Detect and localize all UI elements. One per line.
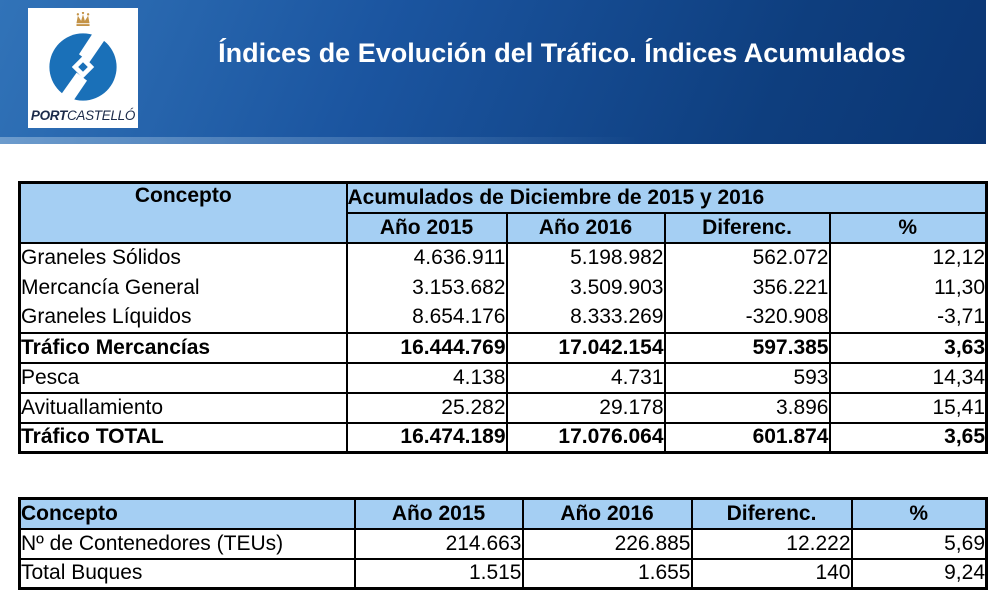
cell-ano2015: 4.636.911 — [345, 242, 508, 273]
col-header-ano2015: Año 2015 — [345, 211, 508, 244]
cell-pct: 12,12 — [828, 242, 988, 273]
cell-ano2016: 8.333.269 — [505, 302, 666, 333]
cell-ano2015: 214.663 — [353, 527, 524, 560]
col-header-concepto: Concepto — [18, 497, 356, 530]
cell-ano2016: 17.042.154 — [505, 331, 666, 364]
table-subheader-row: Año 2015 Año 2016 Diferenc. % — [20, 211, 988, 244]
port-emblem-icon — [49, 28, 117, 106]
cell-ano2015: 1.515 — [353, 557, 524, 590]
page-title: Índices de Evolución del Tráfico. Índice… — [218, 38, 906, 68]
portcastello-logo: PORTCASTELLÓ — [28, 8, 138, 128]
col-header-pct: % — [828, 211, 988, 244]
col-header-pct: % — [850, 497, 988, 530]
table-row: Mercancía General 3.153.682 3.509.903 35… — [18, 272, 988, 303]
cell-ano2015: 25.282 — [345, 391, 508, 424]
logo-wordmark: PORTCASTELLÓ — [30, 108, 136, 123]
table-header-row: Concepto Acumulados de Diciembre de 2015… — [18, 181, 988, 244]
table-row: Graneles Sólidos 4.636.911 5.198.982 562… — [18, 242, 988, 273]
table-row-subtotal: Tráfico Mercancías 16.444.769 17.042.154… — [18, 331, 988, 364]
cell-pct: 15,41 — [828, 391, 988, 424]
table-row: Graneles Líquidos 8.654.176 8.333.269 -3… — [18, 302, 988, 333]
cell-concepto: Tráfico TOTAL — [18, 421, 348, 454]
cell-concepto: Graneles Líquidos — [18, 302, 348, 333]
cell-concepto: Total Buques — [18, 557, 356, 590]
cell-ano2015: 8.654.176 — [345, 302, 508, 333]
cell-ano2016: 17.076.064 — [505, 421, 666, 454]
cell-concepto: Graneles Sólidos — [18, 242, 348, 273]
col-header-ano2016: Año 2016 — [505, 211, 666, 244]
crown-icon — [76, 12, 90, 26]
cell-concepto: Tráfico Mercancías — [18, 331, 348, 364]
cell-pct: 3,63 — [828, 331, 988, 364]
cell-pct: -3,71 — [828, 302, 988, 333]
col-header-diferenc: Diferenc. — [663, 211, 831, 244]
cell-ano2015: 3.153.682 — [345, 272, 508, 303]
containers-ships-table: Concepto Año 2015 Año 2016 Diferenc. % N… — [18, 497, 988, 590]
logo-wordmark-light: CASTELLÓ — [66, 108, 136, 123]
cell-diferenc: 12.222 — [690, 527, 853, 560]
table-row-total: Tráfico TOTAL 16.474.189 17.076.064 601.… — [18, 421, 988, 454]
cell-ano2016: 1.655 — [521, 557, 693, 590]
col-header-ano2016: Año 2016 — [521, 497, 693, 530]
cell-diferenc: -320.908 — [663, 302, 831, 333]
cell-ano2015: 16.444.769 — [345, 331, 508, 364]
cell-ano2015: 4.138 — [345, 361, 508, 394]
table-row: Pesca 4.138 4.731 593 14,34 — [18, 361, 988, 394]
traffic-accumulated-table: Concepto Acumulados de Diciembre de 2015… — [18, 181, 989, 454]
cell-diferenc: 593 — [663, 361, 831, 394]
cell-ano2015: 16.474.189 — [345, 421, 508, 454]
group-header-acumulados: Acumulados de Diciembre de 2015 y 2016 — [345, 181, 988, 214]
cell-ano2016: 4.731 — [505, 361, 666, 394]
cell-diferenc: 601.874 — [663, 421, 831, 454]
cell-diferenc: 3.896 — [663, 391, 831, 424]
cell-concepto: Nº de Contenedores (TEUs) — [18, 527, 356, 560]
cell-ano2016: 3.509.903 — [505, 272, 666, 303]
cell-ano2016: 5.198.982 — [505, 242, 666, 273]
cell-concepto: Mercancía General — [18, 272, 348, 303]
cell-ano2016: 29.178 — [505, 391, 666, 424]
cell-pct: 3,65 — [828, 421, 988, 454]
cell-ano2016: 226.885 — [521, 527, 693, 560]
cell-diferenc: 356.221 — [663, 272, 831, 303]
col-header-ano2015: Año 2015 — [353, 497, 524, 530]
cell-pct: 9,24 — [850, 557, 988, 590]
table-row: Total Buques 1.515 1.655 140 9,24 — [18, 557, 988, 590]
col-header-diferenc: Diferenc. — [690, 497, 853, 530]
cell-pct: 14,34 — [828, 361, 988, 394]
cell-concepto: Pesca — [18, 361, 348, 394]
header-banner: PORTCASTELLÓ Índices de Evolución del Tr… — [0, 0, 986, 144]
logo-wordmark-bold: PORT — [30, 108, 67, 123]
cell-concepto: Avituallamiento — [18, 391, 348, 424]
cell-diferenc: 597.385 — [663, 331, 831, 364]
table-row: Avituallamiento 25.282 29.178 3.896 15,4… — [18, 391, 988, 424]
cell-diferenc: 562.072 — [663, 242, 831, 273]
col-header-concepto: Concepto — [18, 181, 348, 244]
cell-diferenc: 140 — [690, 557, 853, 590]
table-header-row: Concepto Año 2015 Año 2016 Diferenc. % — [18, 497, 988, 530]
cell-pct: 11,30 — [828, 272, 988, 303]
table-row: Nº de Contenedores (TEUs) 214.663 226.88… — [18, 527, 988, 560]
cell-pct: 5,69 — [850, 527, 988, 560]
